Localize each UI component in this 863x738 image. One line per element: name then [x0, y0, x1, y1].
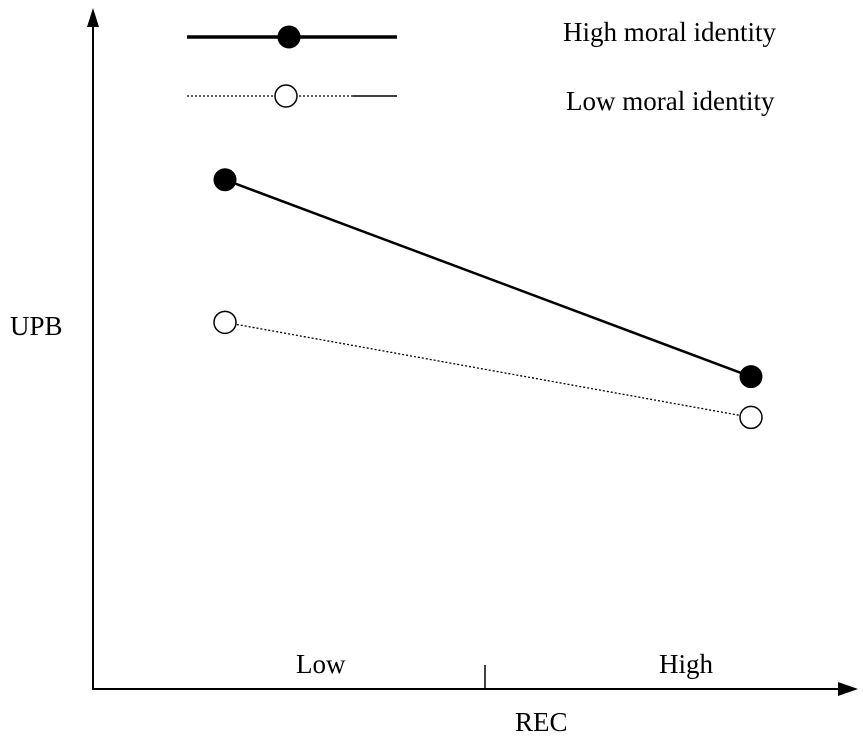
legend-marker-high	[277, 25, 301, 49]
axes	[87, 8, 858, 696]
data-point-low-moral-identity-high	[739, 405, 763, 430]
legend-label-low: Low moral identity	[566, 86, 775, 116]
data-point-high-moral-identity-low	[213, 168, 237, 192]
x-tick-label-high: High	[659, 649, 714, 679]
data-point-high-moral-identity-high	[739, 365, 763, 389]
x-axis-label: REC	[515, 707, 568, 737]
series-line-high-moral-identity	[224, 178, 752, 378]
legend: High moral identity Low moral identity	[187, 17, 776, 116]
y-axis-label: UPB	[10, 311, 63, 341]
y-axis-arrowhead	[87, 8, 99, 27]
x-tick-label-low: Low	[296, 649, 346, 679]
legend-label-high: High moral identity	[563, 17, 776, 47]
series-line-low-moral-identity	[224, 321, 752, 419]
series-layer	[213, 168, 763, 430]
data-point-low-moral-identity-low	[213, 310, 237, 335]
x-axis-arrowhead	[838, 682, 858, 696]
legend-marker-low	[274, 84, 298, 108]
